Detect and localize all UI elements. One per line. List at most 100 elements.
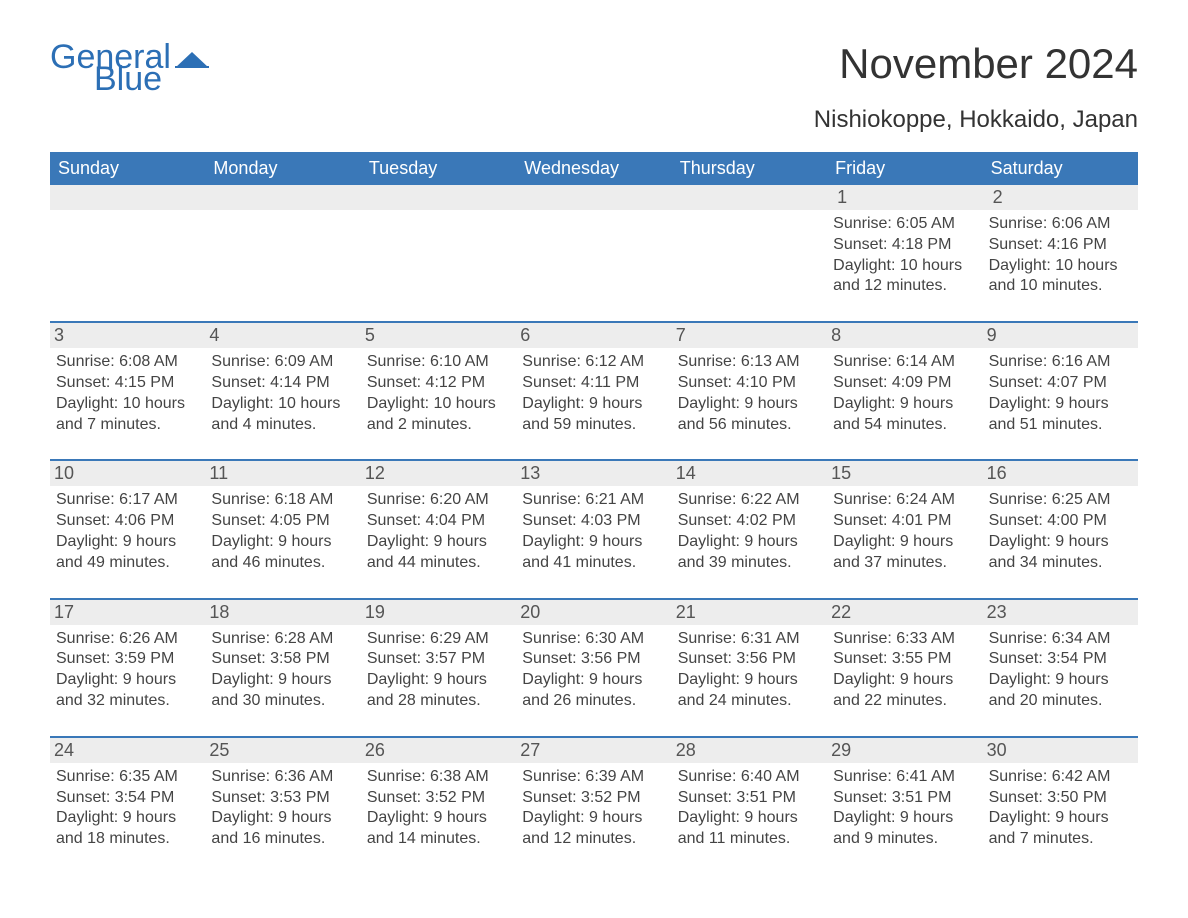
sunset-text: Sunset: 4:11 PM [522, 373, 665, 394]
day-body: Sunrise: 6:31 AMSunset: 3:56 PMDaylight:… [678, 629, 821, 712]
day-body: Sunrise: 6:38 AMSunset: 3:52 PMDaylight:… [367, 767, 510, 850]
sunset-text: Sunset: 4:16 PM [989, 235, 1132, 256]
daylight-text-1: Daylight: 9 hours [367, 532, 510, 553]
day-number: 26 [361, 738, 516, 763]
day-cell-empty [50, 210, 205, 321]
sunset-text: Sunset: 3:54 PM [56, 788, 199, 809]
sunset-text: Sunset: 3:56 PM [678, 649, 821, 670]
title-block: November 2024 Nishiokoppe, Hokkaido, Jap… [814, 40, 1138, 134]
day-number: 17 [50, 600, 205, 625]
sunrise-text: Sunrise: 6:25 AM [989, 490, 1132, 511]
day-number: 3 [50, 323, 205, 348]
sunrise-text: Sunrise: 6:17 AM [56, 490, 199, 511]
day-body: Sunrise: 6:17 AMSunset: 4:06 PMDaylight:… [56, 490, 199, 573]
sunset-text: Sunset: 4:18 PM [833, 235, 976, 256]
daylight-text-2: and 54 minutes. [833, 415, 976, 436]
day-cell: 9Sunrise: 6:16 AMSunset: 4:07 PMDaylight… [983, 323, 1138, 459]
sunset-text: Sunset: 3:52 PM [367, 788, 510, 809]
sunset-text: Sunset: 4:06 PM [56, 511, 199, 532]
sunrise-text: Sunrise: 6:06 AM [989, 214, 1132, 235]
brand-text-blue: Blue [94, 62, 209, 96]
sunrise-text: Sunrise: 6:31 AM [678, 629, 821, 650]
daylight-text-2: and 9 minutes. [833, 829, 976, 850]
daylight-text-2: and 37 minutes. [833, 553, 976, 574]
day-cell: 7Sunrise: 6:13 AMSunset: 4:10 PMDaylight… [672, 323, 827, 459]
day-number [672, 185, 827, 210]
day-cell: 4Sunrise: 6:09 AMSunset: 4:14 PMDaylight… [205, 323, 360, 459]
daylight-text-1: Daylight: 9 hours [522, 670, 665, 691]
day-body: Sunrise: 6:22 AMSunset: 4:02 PMDaylight:… [678, 490, 821, 573]
day-number: 15 [827, 461, 982, 486]
daylight-text-2: and 44 minutes. [367, 553, 510, 574]
weekday-header: Thursday [672, 152, 827, 185]
daylight-text-2: and 59 minutes. [522, 415, 665, 436]
sunrise-text: Sunrise: 6:42 AM [989, 767, 1132, 788]
day-number: 2 [983, 185, 1138, 210]
week-1-body-row: Sunrise: 6:05 AM Sunset: 4:18 PM Dayligh… [50, 210, 1138, 321]
sunrise-text: Sunrise: 6:36 AM [211, 767, 354, 788]
sunset-text: Sunset: 4:04 PM [367, 511, 510, 532]
day-cell: 30 Sunrise: 6:42 AMSunset: 3:50 PMDayligh… [983, 738, 1138, 874]
day-number: 30 [983, 738, 1138, 763]
day-number: 9 [983, 323, 1138, 348]
day-body: Sunrise: 6:14 AMSunset: 4:09 PMDaylight:… [833, 352, 976, 435]
day-body: Sunrise: 6:39 AMSunset: 3:52 PMDaylight:… [522, 767, 665, 850]
day-cell: 6Sunrise: 6:12 AMSunset: 4:11 PMDaylight… [516, 323, 671, 459]
daylight-text-2: and 12 minutes. [522, 829, 665, 850]
sunset-text: Sunset: 3:56 PM [522, 649, 665, 670]
sunset-text: Sunset: 4:14 PM [211, 373, 354, 394]
day-number: 7 [672, 323, 827, 348]
day-number: 20 [516, 600, 671, 625]
sunrise-text: Sunrise: 6:39 AM [522, 767, 665, 788]
day-body: Sunrise: 6:12 AMSunset: 4:11 PMDaylight:… [522, 352, 665, 435]
sunset-text: Sunset: 3:55 PM [833, 649, 976, 670]
sunset-text: Sunset: 4:15 PM [56, 373, 199, 394]
daylight-text-1: Daylight: 10 hours [56, 394, 199, 415]
day-number: 28 [672, 738, 827, 763]
sunrise-text: Sunrise: 6:28 AM [211, 629, 354, 650]
sunrise-text: Sunrise: 6:16 AM [989, 352, 1132, 373]
day-body: Sunrise: 6:29 AMSunset: 3:57 PMDaylight:… [367, 629, 510, 712]
daylight-text-1: Daylight: 9 hours [367, 808, 510, 829]
sunset-text: Sunset: 3:51 PM [678, 788, 821, 809]
day-number: 19 [361, 600, 516, 625]
sunset-text: Sunset: 4:02 PM [678, 511, 821, 532]
sunset-text: Sunset: 3:58 PM [211, 649, 354, 670]
day-body: Sunrise: 6:08 AMSunset: 4:15 PMDaylight:… [56, 352, 199, 435]
sunrise-text: Sunrise: 6:35 AM [56, 767, 199, 788]
day-number: 13 [516, 461, 671, 486]
day-cell: 15Sunrise: 6:24 AMSunset: 4:01 PMDayligh… [827, 461, 982, 597]
daylight-text-1: Daylight: 9 hours [989, 808, 1132, 829]
day-body: Sunrise: 6:20 AMSunset: 4:04 PMDaylight:… [367, 490, 510, 573]
day-cell: Sunrise: 6:06 AM Sunset: 4:16 PM Dayligh… [983, 210, 1138, 321]
day-cell-empty [516, 210, 671, 321]
weekday-header: Saturday [983, 152, 1138, 185]
sunset-text: Sunset: 4:05 PM [211, 511, 354, 532]
daylight-text-1: Daylight: 9 hours [522, 532, 665, 553]
sunrise-text: Sunrise: 6:40 AM [678, 767, 821, 788]
sunrise-text: Sunrise: 6:30 AM [522, 629, 665, 650]
daylight-text-2: and 46 minutes. [211, 553, 354, 574]
daylight-text-2: and 16 minutes. [211, 829, 354, 850]
day-cell: 26 Sunrise: 6:38 AMSunset: 3:52 PMDayligh… [361, 738, 516, 874]
daylight-text-2: and 20 minutes. [989, 691, 1132, 712]
sunset-text: Sunset: 3:59 PM [56, 649, 199, 670]
sunset-text: Sunset: 3:50 PM [989, 788, 1132, 809]
sunrise-text: Sunrise: 6:34 AM [989, 629, 1132, 650]
daylight-text-1: Daylight: 9 hours [678, 670, 821, 691]
day-cell: 25Sunrise: 6:36 AMSunset: 3:53 PMDayligh… [205, 738, 360, 874]
day-body: Sunrise: 6:42 AMSunset: 3:50 PMDaylight:… [989, 767, 1132, 850]
sunset-text: Sunset: 4:10 PM [678, 373, 821, 394]
day-number: 18 [205, 600, 360, 625]
day-cell: 23Sunrise: 6:34 AMSunset: 3:54 PMDayligh… [983, 600, 1138, 736]
day-body: Sunrise: 6:41 AMSunset: 3:51 PMDaylight:… [833, 767, 976, 850]
sunset-text: Sunset: 4:03 PM [522, 511, 665, 532]
daylight-text-2: and 11 minutes. [678, 829, 821, 850]
sunset-text: Sunset: 4:01 PM [833, 511, 976, 532]
day-body: Sunrise: 6:10 AMSunset: 4:12 PMDaylight:… [367, 352, 510, 435]
daylight-text-1: Daylight: 9 hours [367, 670, 510, 691]
sunrise-text: Sunrise: 6:18 AM [211, 490, 354, 511]
day-body: Sunrise: 6:30 AMSunset: 3:56 PMDaylight:… [522, 629, 665, 712]
day-cell: 8Sunrise: 6:14 AMSunset: 4:09 PMDaylight… [827, 323, 982, 459]
sunset-text: Sunset: 3:54 PM [989, 649, 1132, 670]
